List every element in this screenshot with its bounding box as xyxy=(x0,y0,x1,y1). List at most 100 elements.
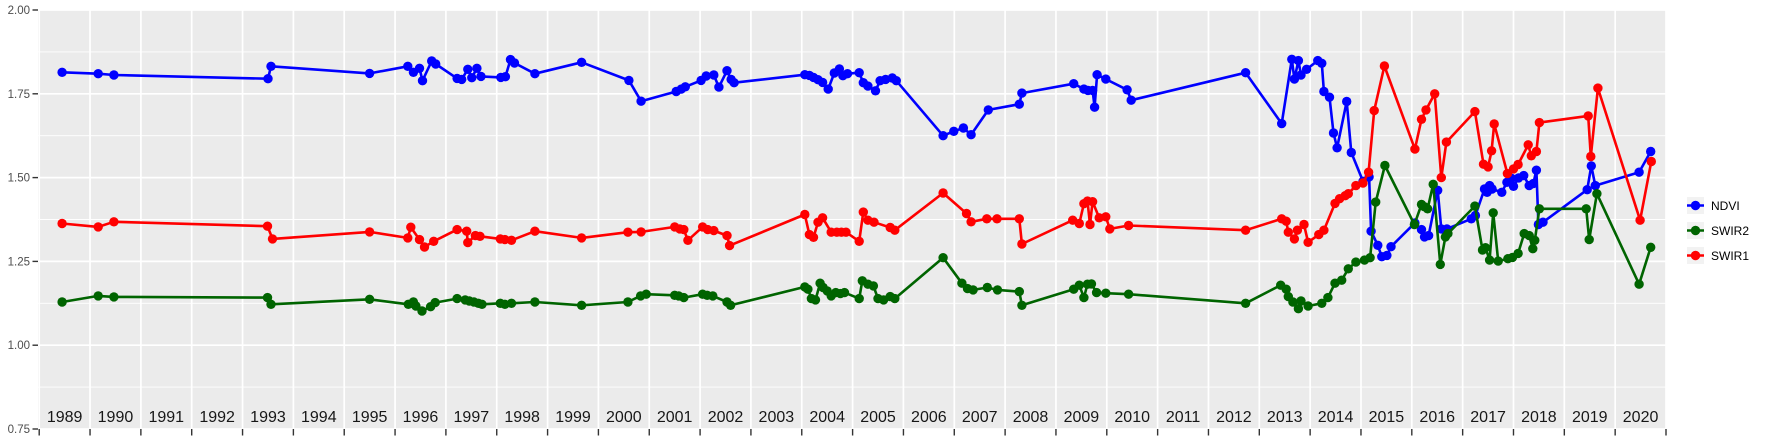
series-ndvi-point xyxy=(1487,184,1497,194)
series-swir1-point xyxy=(1085,219,1095,230)
series-swir1-point xyxy=(1586,151,1596,162)
series-ndvi-point xyxy=(1017,88,1027,98)
x-axis-label: 1996 xyxy=(403,409,439,426)
series-ndvi-point xyxy=(431,59,441,69)
x-axis-label: 2004 xyxy=(809,409,845,426)
series-swir1-point xyxy=(724,240,735,251)
series-ndvi-point xyxy=(1317,58,1327,68)
series-ndvi-point xyxy=(938,131,948,141)
series-ndvi-point xyxy=(1497,187,1507,197)
series-swir2-point xyxy=(1101,288,1111,298)
series-ndvi-point xyxy=(817,77,828,88)
x-axis-label: 2005 xyxy=(860,409,896,426)
series-ndvi-point xyxy=(576,57,587,67)
series-ndvi-point xyxy=(624,75,634,86)
series-ndvi-point xyxy=(1586,161,1597,171)
series-swir1-point xyxy=(1436,172,1447,183)
series-ndvi-point xyxy=(1089,102,1100,112)
series-swir1-point xyxy=(1101,212,1111,222)
series-swir1-point xyxy=(530,226,540,236)
series-swir2-point xyxy=(1288,297,1298,307)
series-swir1-point xyxy=(1319,225,1329,235)
series-swir1-point xyxy=(1531,146,1542,157)
series-swir2-point xyxy=(1303,301,1313,311)
legend-item-swir2: SWIR2 xyxy=(1687,218,1749,243)
y-axis-label: 1.50 xyxy=(8,173,30,185)
legend-item-ndvi: NDVI xyxy=(1687,193,1749,218)
series-swir2-point xyxy=(1086,279,1097,289)
series-swir2-point xyxy=(839,287,850,298)
x-axis-label: 1992 xyxy=(199,409,235,426)
series-ndvi-point xyxy=(714,82,724,92)
x-axis-label: 1995 xyxy=(352,409,388,426)
series-swir2-point xyxy=(1435,259,1446,270)
series-ndvi-point xyxy=(414,63,425,73)
series-swir1-point xyxy=(1240,225,1251,235)
x-axis-label: 2008 xyxy=(1013,409,1049,426)
series-ndvi-point xyxy=(1301,64,1312,75)
series-swir2-point xyxy=(679,292,689,303)
x-axis-label: 2013 xyxy=(1267,409,1303,426)
series-swir2-point xyxy=(1380,160,1390,171)
series-swir2-point xyxy=(1123,289,1134,299)
series-ndvi-point xyxy=(1346,147,1357,158)
series-swir1-point xyxy=(1379,61,1390,71)
series-swir2-point xyxy=(364,294,375,304)
series-swir1-point xyxy=(1281,216,1291,226)
series-swir1-point xyxy=(1483,162,1493,172)
x-axis-label: 2011 xyxy=(1166,409,1201,426)
series-swir2-point xyxy=(992,285,1003,295)
series-swir1-point xyxy=(679,224,689,235)
x-axis-label: 2010 xyxy=(1114,409,1150,426)
series-swir2-point xyxy=(1646,242,1656,252)
x-axis-label: 2012 xyxy=(1216,409,1252,426)
series-swir1-point xyxy=(1074,218,1085,229)
legend-key-swir2-icon xyxy=(1687,222,1704,239)
series-swir2-point xyxy=(1530,235,1540,245)
x-axis-label: 2014 xyxy=(1318,409,1354,426)
series-ndvi-point xyxy=(467,73,477,83)
series-swir1-point xyxy=(1283,227,1294,237)
x-axis-label: 2007 xyxy=(962,409,998,426)
series-swir1-point xyxy=(636,227,646,237)
x-axis-label: 1998 xyxy=(504,409,540,426)
series-ndvi-point xyxy=(1014,99,1024,109)
series-ndvi-point xyxy=(823,84,833,94)
series-swir1-point xyxy=(1523,140,1533,150)
series-swir1-point xyxy=(854,236,864,246)
x-axis-label: 2016 xyxy=(1419,409,1455,426)
x-axis-label: 2017 xyxy=(1470,409,1506,426)
series-swir1-point xyxy=(463,237,473,248)
series-ndvi-point xyxy=(949,126,959,136)
x-axis-label: 1994 xyxy=(301,409,337,426)
series-swir1-point xyxy=(1534,117,1545,128)
series-swir1-point xyxy=(403,233,413,243)
series-ndvi-point xyxy=(1508,181,1519,191)
series-swir2-point xyxy=(1528,244,1538,254)
series-swir2-point xyxy=(452,293,462,304)
series-swir1-point xyxy=(1410,144,1420,154)
series-swir2-point xyxy=(938,253,948,263)
series-ndvi-point xyxy=(1332,143,1342,153)
series-ndvi-point xyxy=(263,74,273,84)
series-swir1-point xyxy=(1014,214,1024,224)
x-axis-label: 2003 xyxy=(759,409,795,426)
series-swir1-point xyxy=(1105,224,1115,234)
series-swir1-point xyxy=(506,235,517,245)
series-ndvi-point xyxy=(1324,92,1335,102)
series-ndvi-point xyxy=(93,69,103,79)
series-swir1-point xyxy=(1369,105,1379,116)
series-swir1-point xyxy=(841,227,851,237)
series-swir2-point xyxy=(1443,228,1453,239)
series-ndvi-point xyxy=(1386,242,1396,252)
series-ndvi-point xyxy=(729,78,739,88)
series-swir2-point xyxy=(1079,292,1089,303)
series-swir2-point xyxy=(1323,292,1333,303)
series-swir1-point xyxy=(817,213,828,223)
series-swir2-point xyxy=(1351,257,1361,267)
legend-label-ndvi: NDVI xyxy=(1711,198,1740,213)
series-swir2-point xyxy=(1428,179,1438,189)
series-swir2-point xyxy=(803,284,813,294)
x-axis-label: 1991 xyxy=(148,409,184,426)
